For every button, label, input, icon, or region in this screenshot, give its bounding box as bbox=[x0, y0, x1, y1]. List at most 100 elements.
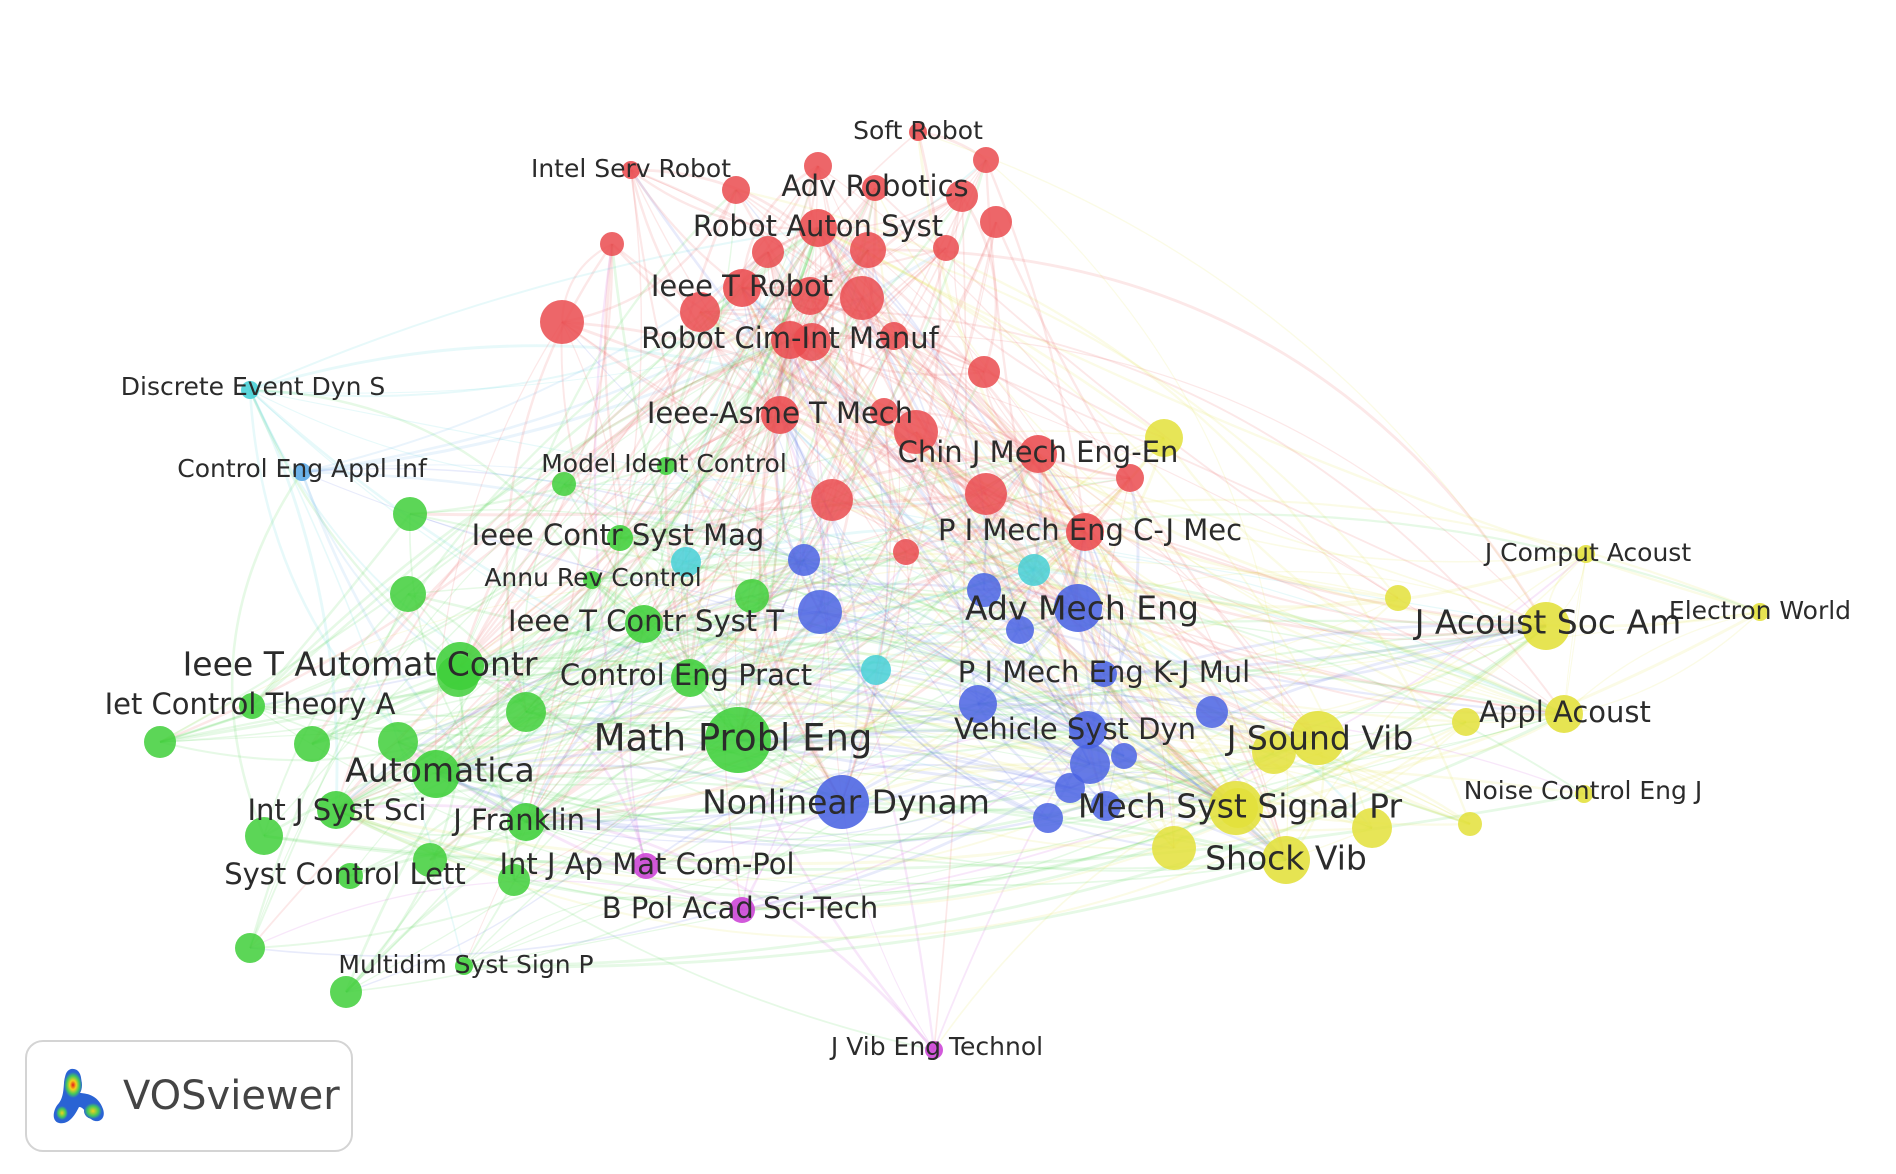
network-node[interactable] bbox=[317, 791, 355, 829]
network-node[interactable] bbox=[761, 396, 799, 434]
node-label[interactable]: J Comput Acoust bbox=[1483, 538, 1691, 567]
node-label[interactable]: Math Probl Eng bbox=[594, 717, 873, 760]
node-label[interactable]: Soft Robot bbox=[853, 116, 983, 145]
node-label[interactable]: Appl Acoust bbox=[1479, 695, 1651, 729]
network-node[interactable] bbox=[799, 209, 837, 247]
network-node[interactable] bbox=[729, 897, 755, 923]
node-label[interactable]: Syst Control Lett bbox=[224, 857, 466, 891]
network-node[interactable] bbox=[1091, 661, 1117, 687]
node-label[interactable]: Nonlinear Dynam bbox=[702, 783, 990, 822]
node-label[interactable]: J Franklin I bbox=[451, 803, 602, 837]
node-label[interactable]: Noise Control Eng J bbox=[1464, 776, 1702, 805]
network-node[interactable] bbox=[412, 750, 460, 798]
node-label[interactable]: Intel Serv Robot bbox=[531, 154, 731, 183]
network-node[interactable] bbox=[625, 605, 663, 643]
network-node[interactable] bbox=[925, 1041, 943, 1059]
network-edge bbox=[334, 452, 1039, 811]
network-edge bbox=[689, 676, 1091, 766]
network-node[interactable] bbox=[607, 525, 633, 551]
network-node[interactable] bbox=[507, 803, 545, 841]
network-node[interactable] bbox=[723, 269, 761, 307]
node-label[interactable]: Automatica bbox=[345, 751, 534, 790]
network-node[interactable] bbox=[1545, 695, 1583, 733]
network-node[interactable] bbox=[862, 175, 888, 201]
network-node[interactable] bbox=[657, 457, 675, 475]
network-node[interactable] bbox=[1522, 602, 1570, 650]
network-node[interactable] bbox=[815, 775, 869, 829]
network-edge bbox=[629, 623, 647, 867]
node-label[interactable]: J Sound Vib bbox=[1225, 719, 1414, 758]
network-node[interactable] bbox=[1054, 584, 1102, 632]
node-label[interactable]: Ieee T Automat Contr bbox=[183, 645, 538, 684]
network-edge bbox=[459, 664, 1089, 732]
network-node[interactable] bbox=[337, 863, 363, 889]
network-edge bbox=[459, 339, 791, 667]
network-node[interactable] bbox=[583, 571, 601, 589]
network-node[interactable] bbox=[1291, 711, 1345, 765]
node-label[interactable]: Ieee T Contr Syst T bbox=[508, 604, 784, 638]
node-layer bbox=[239, 123, 1769, 1059]
node-label[interactable]: Chin J Mech Eng-En bbox=[898, 435, 1179, 469]
network-node[interactable] bbox=[705, 707, 771, 773]
network-node[interactable] bbox=[1019, 435, 1057, 473]
node-label[interactable]: P I Mech Eng K-J Mul bbox=[958, 655, 1251, 689]
network-node[interactable] bbox=[1577, 545, 1595, 563]
network-node[interactable] bbox=[1066, 513, 1104, 551]
network-edge bbox=[591, 579, 843, 803]
network-node[interactable] bbox=[1575, 785, 1593, 803]
node-label[interactable]: Multidim Syst Sign P bbox=[338, 950, 593, 979]
unlabeled-node bbox=[959, 685, 997, 723]
node-label[interactable]: Int J Ap Mat Com-Pol bbox=[499, 847, 794, 881]
network-node[interactable] bbox=[455, 957, 473, 975]
network-edge bbox=[408, 513, 527, 823]
network-node[interactable] bbox=[1262, 836, 1310, 884]
network-node[interactable] bbox=[671, 659, 709, 697]
unlabeled-node bbox=[752, 236, 784, 268]
node-label[interactable]: Mech Syst Signal Pr bbox=[1078, 787, 1403, 826]
node-label[interactable]: Discrete Event Dyn S bbox=[121, 372, 385, 401]
node-label[interactable]: Ieee T Robot bbox=[651, 269, 833, 303]
network-node[interactable] bbox=[293, 463, 311, 481]
network-node[interactable] bbox=[1209, 781, 1263, 835]
network-edge bbox=[525, 807, 1237, 886]
node-label[interactable]: Shock Vib bbox=[1205, 839, 1367, 878]
node-label[interactable]: Vehicle Syst Dyn bbox=[954, 712, 1196, 746]
node-label[interactable]: Adv Mech Eng bbox=[965, 589, 1199, 628]
network-edge bbox=[459, 665, 1287, 872]
node-label[interactable]: Electron World bbox=[1669, 596, 1851, 625]
network-edge bbox=[335, 625, 1547, 910]
network-node[interactable] bbox=[241, 381, 259, 399]
network-node[interactable] bbox=[633, 853, 659, 879]
network-edge bbox=[1037, 453, 1176, 849]
network-edge bbox=[737, 738, 1071, 790]
node-label[interactable]: B Pol Acad Sci-Tech bbox=[602, 891, 878, 925]
network-node[interactable] bbox=[239, 693, 265, 719]
node-label[interactable]: J Acoust Soc Am bbox=[1413, 603, 1682, 642]
node-label[interactable]: Control Eng Pract bbox=[560, 658, 812, 692]
node-label[interactable]: Annu Rev Control bbox=[484, 563, 701, 592]
network-node[interactable] bbox=[771, 321, 809, 359]
network-edge bbox=[735, 251, 769, 741]
node-label[interactable]: Int J Syst Sci bbox=[248, 793, 427, 827]
network-node[interactable] bbox=[622, 161, 640, 179]
node-label[interactable]: Iet Control Theory A bbox=[105, 687, 396, 721]
network-edge bbox=[689, 657, 1091, 765]
network-node[interactable] bbox=[1751, 603, 1769, 621]
network-edge bbox=[817, 226, 1399, 599]
node-label[interactable]: Model Ident Control bbox=[541, 449, 787, 478]
node-label[interactable]: Adv Robotics bbox=[781, 169, 968, 203]
network-edge bbox=[789, 339, 1086, 534]
network-edge bbox=[459, 414, 781, 667]
node-label[interactable]: Ieee-Asme T Mech bbox=[647, 396, 913, 430]
node-label[interactable]: Robot Cim-Int Manuf bbox=[641, 321, 939, 355]
node-label[interactable]: Robot Auton Syst bbox=[693, 209, 943, 243]
node-label[interactable]: Ieee Contr Syst Mag bbox=[472, 518, 765, 552]
network-node[interactable] bbox=[909, 123, 927, 141]
network-edge bbox=[736, 339, 792, 741]
node-label[interactable]: J Vib Eng Technol bbox=[829, 1032, 1043, 1061]
network-edge bbox=[524, 610, 821, 823]
node-label[interactable]: Control Eng Appl Inf bbox=[177, 454, 428, 483]
node-label[interactable]: P I Mech Eng C-J Mec bbox=[938, 513, 1242, 547]
network-node[interactable] bbox=[436, 642, 484, 690]
network-node[interactable] bbox=[1069, 711, 1107, 749]
